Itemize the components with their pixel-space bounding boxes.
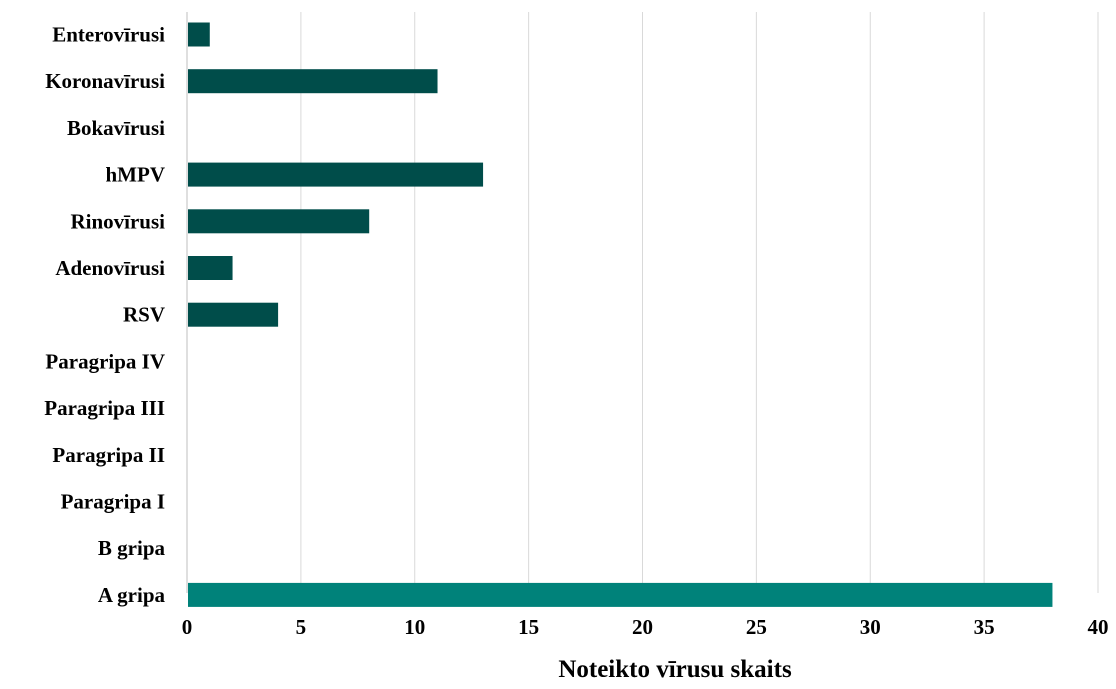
x-tick-label: 10 — [404, 615, 425, 639]
category-label: Enterovīrusi — [52, 23, 165, 47]
category-label: Paragripa II — [52, 443, 165, 467]
bar-12 — [188, 582, 1053, 607]
x-tick-label: 40 — [1088, 615, 1109, 639]
bars — [188, 22, 1053, 607]
gridlines — [300, 12, 1099, 593]
category-label: RSV — [123, 303, 165, 327]
category-label: Koronavīrusi — [45, 69, 165, 93]
x-axis-title: Noteikto vīrusu skaits — [558, 656, 792, 683]
category-label: Rinovīrusi — [70, 209, 165, 233]
x-tick-label: 35 — [974, 615, 995, 639]
category-label: Adenovīrusi — [55, 256, 165, 280]
x-tick-label: 20 — [632, 615, 653, 639]
category-labels: Enterovīrusi Koronavīrusi Bokavīrusi hMPV Ri… — [44, 23, 165, 607]
x-tick-labels: 0 5 10 15 20 25 30 35 40 — [182, 615, 1109, 639]
category-label: hMPV — [106, 163, 166, 187]
bar-6 — [188, 302, 279, 327]
x-tick-label: 15 — [518, 615, 539, 639]
x-tick-label: 5 — [296, 615, 307, 639]
bar-0 — [188, 22, 210, 47]
bar-3 — [188, 162, 484, 187]
x-tick-label: 25 — [746, 615, 767, 639]
x-tick-label: 30 — [860, 615, 881, 639]
category-label: B gripa — [98, 536, 166, 560]
category-label: Bokavīrusi — [67, 116, 165, 140]
bar-1 — [188, 69, 438, 94]
category-label: Paragripa I — [61, 490, 165, 514]
x-tick-label: 0 — [182, 615, 193, 639]
category-label: A gripa — [98, 583, 166, 607]
bar-5 — [188, 256, 233, 280]
category-label: Paragripa III — [44, 396, 165, 420]
category-label: Paragripa IV — [45, 349, 165, 373]
bar-4 — [188, 209, 370, 234]
